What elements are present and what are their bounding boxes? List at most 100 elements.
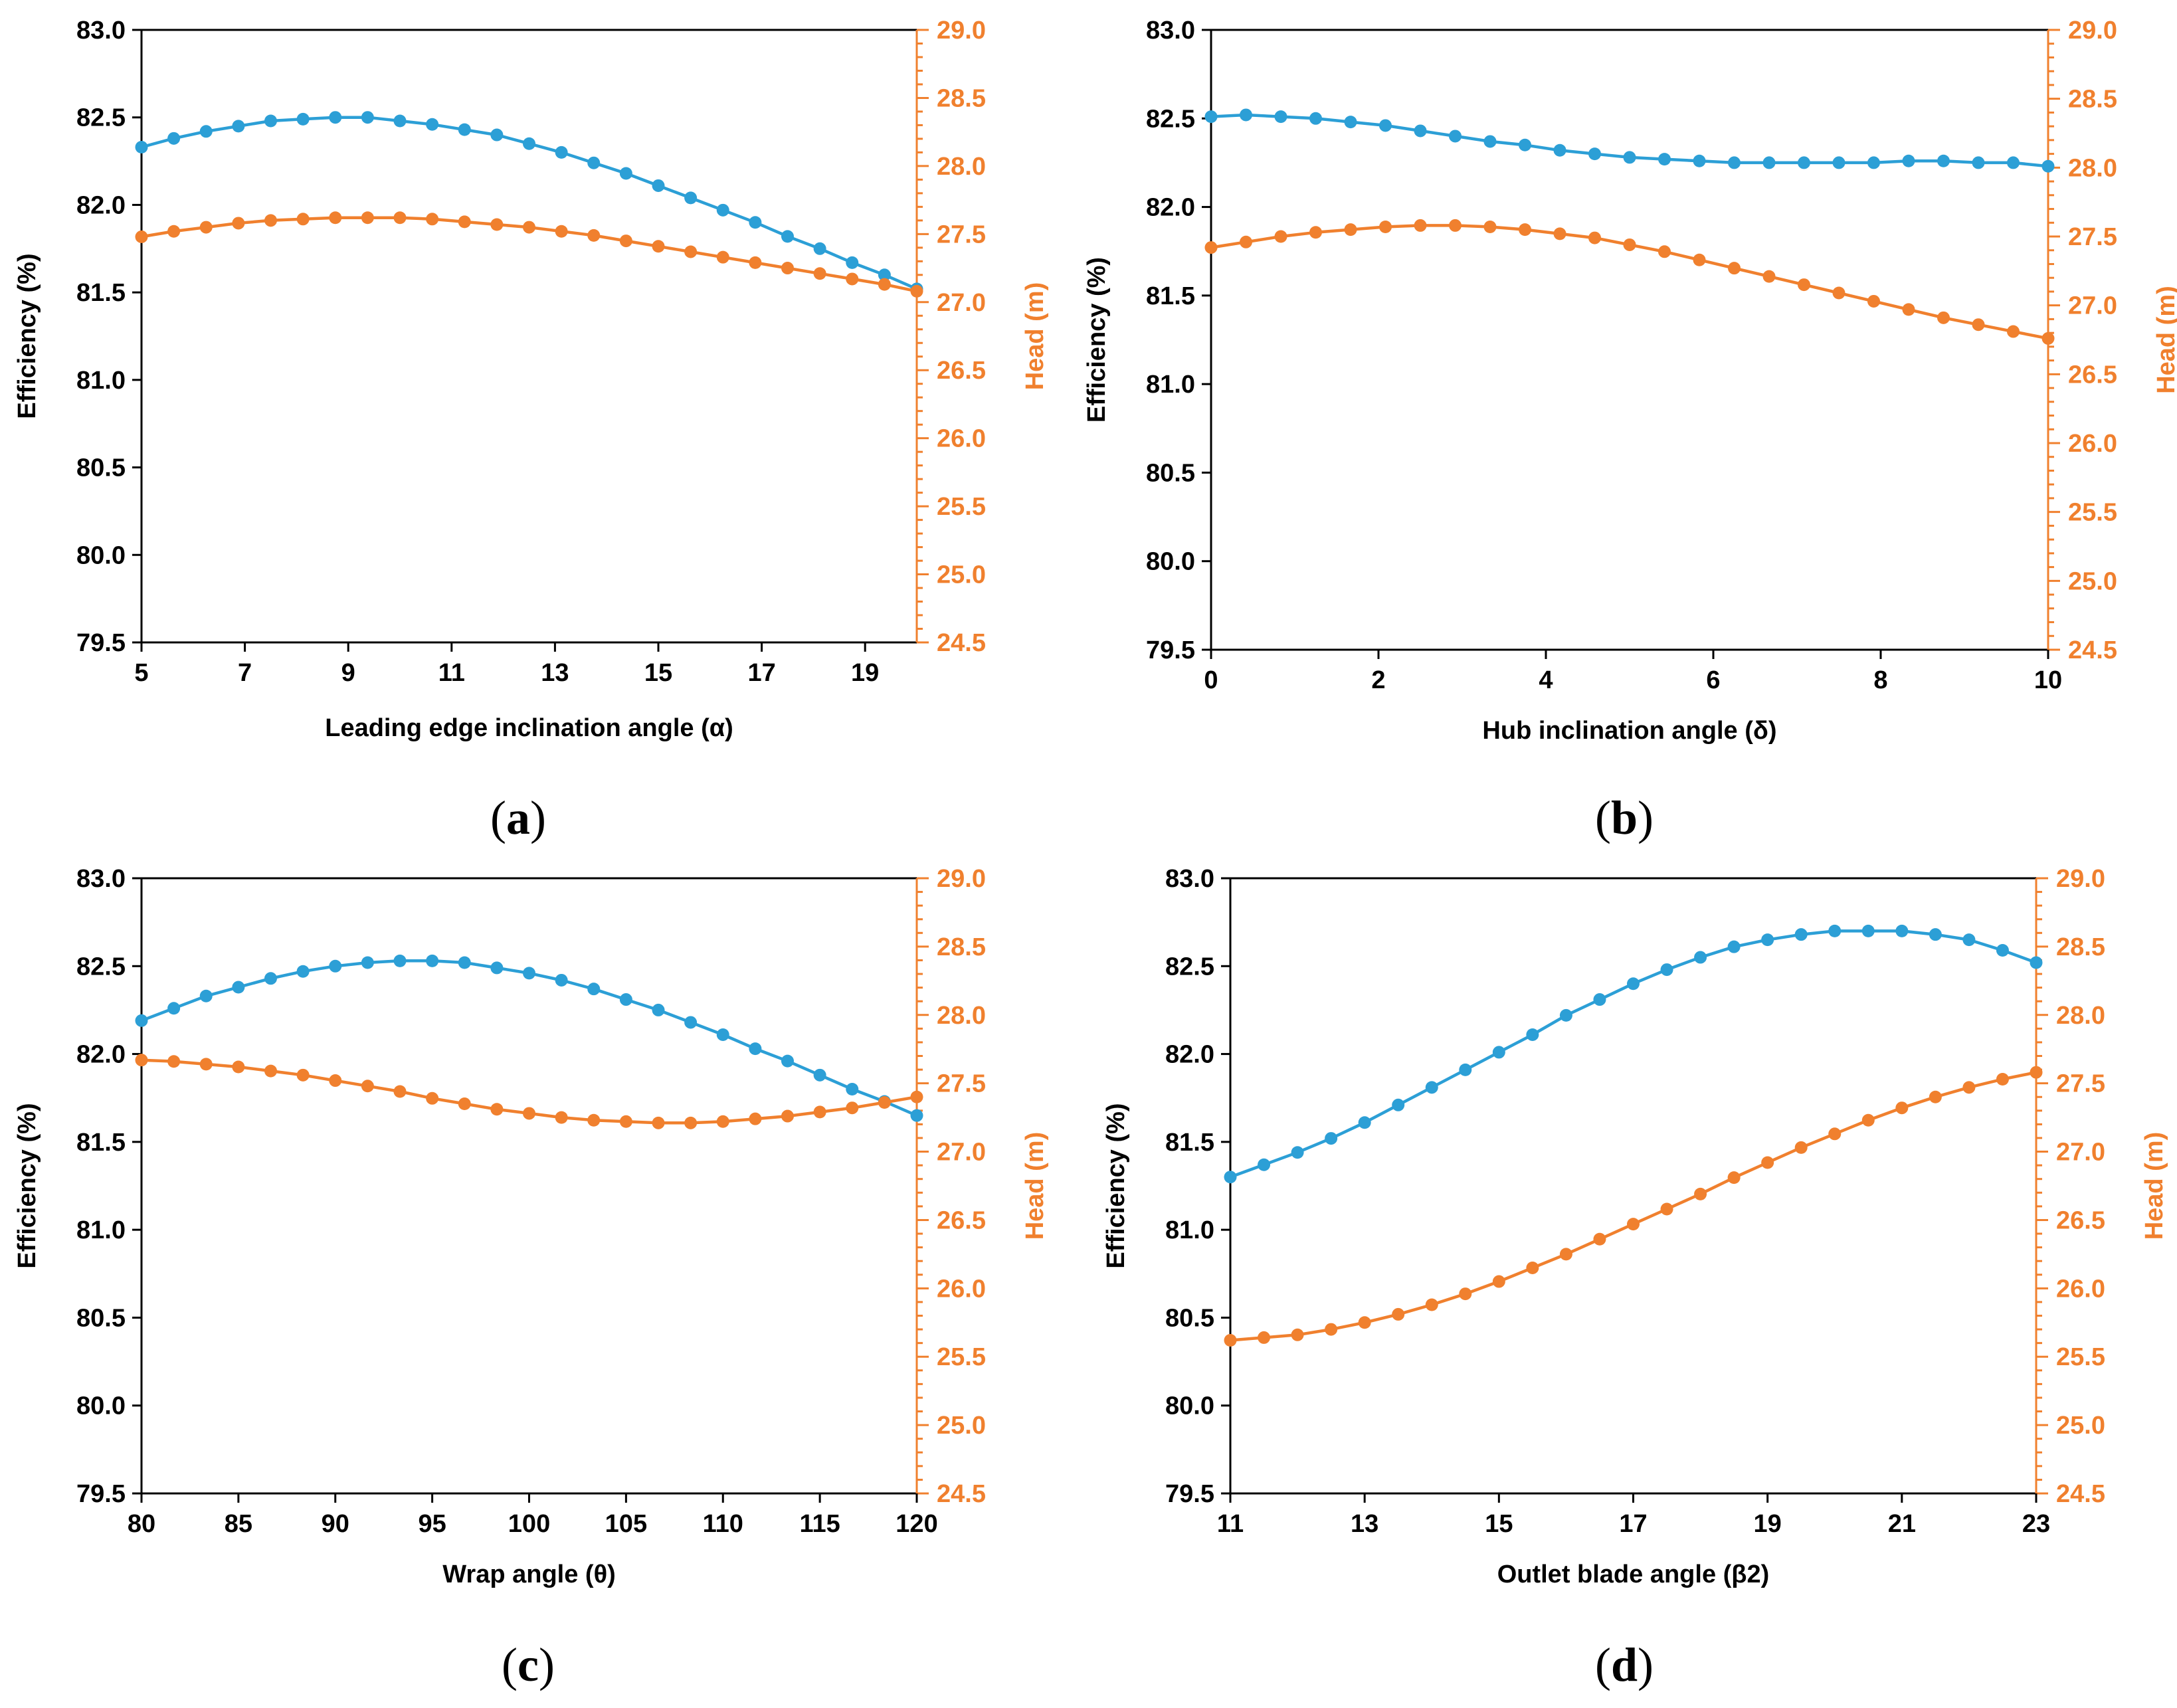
efficiency-data-point (1902, 154, 1915, 167)
x-tick-label: 17 (1619, 1510, 1647, 1538)
y-left-tick-label: 82.0 (1146, 194, 1195, 222)
y-right-tick-label: 27.0 (2056, 1139, 2105, 1167)
efficiency-data-point (716, 1028, 729, 1041)
head-data-point (716, 250, 729, 264)
y-left-tick-label: 82.0 (76, 191, 126, 219)
y-left-tick-label: 83.0 (76, 17, 126, 45)
head-data-point (781, 1109, 794, 1123)
head-data-point (1240, 235, 1253, 248)
y-right-tick-label: 24.5 (2056, 1480, 2105, 1508)
head-data-point (587, 1113, 601, 1127)
y-right-tick-label: 25.5 (937, 493, 986, 521)
y-right-axis-title: Head (m) (1021, 282, 1049, 391)
head-data-point (296, 213, 310, 226)
panel-label-open-paren: ( (502, 1638, 518, 1691)
head-data-point (1794, 1141, 1808, 1154)
efficiency-data-point (1762, 156, 1776, 169)
y-left-tick-label: 81.5 (76, 1129, 126, 1157)
panel-label-letter: b (1611, 791, 1638, 844)
efficiency-data-point (781, 1054, 794, 1068)
y-left-tick-label: 82.5 (76, 953, 126, 981)
y-right-tick-label: 28.0 (937, 153, 986, 181)
head-data-point (781, 262, 794, 275)
head-data-point (1623, 238, 1636, 251)
x-tick-label: 120 (896, 1510, 937, 1538)
efficiency-data-point (1204, 110, 1218, 124)
head-data-point (1761, 1156, 1774, 1169)
efficiency-data-point (1492, 1046, 1505, 1059)
efficiency-data-point (232, 981, 245, 994)
y-left-tick-label: 82.0 (1165, 1041, 1214, 1069)
head-data-point (1902, 303, 1915, 316)
head-data-point (1483, 220, 1497, 233)
x-tick-label: 105 (605, 1510, 647, 1538)
efficiency-data-point (167, 1002, 181, 1015)
x-tick-label: 2 (1371, 666, 1385, 694)
head-data-point (329, 211, 342, 225)
y-left-tick-label: 82.5 (1165, 953, 1214, 981)
efficiency-data-point (490, 961, 504, 975)
y-right-tick-label: 27.0 (937, 1139, 986, 1167)
efficiency-data-point (846, 256, 859, 269)
efficiency-data-point (523, 967, 535, 980)
panel-label-close-paren: ) (1638, 1638, 1654, 1691)
x-tick-label: 13 (541, 659, 569, 687)
y-right-tick-label: 28.5 (937, 84, 986, 112)
y-right-tick-label: 25.5 (937, 1343, 986, 1371)
panel-label: (c) (502, 1638, 555, 1691)
y-left-tick-label: 80.5 (76, 454, 126, 482)
x-tick-label: 85 (225, 1510, 252, 1538)
efficiency-data-point (329, 959, 342, 973)
head-data-point (199, 221, 213, 234)
efficiency-data-point (523, 137, 535, 150)
efficiency-series-line (141, 959, 917, 1117)
head-data-point (1937, 311, 1950, 324)
efficiency-data-point (1224, 1171, 1237, 1184)
y-right-tick-label: 26.0 (937, 1275, 986, 1303)
efficiency-data-point (1761, 933, 1774, 947)
y-left-tick-label: 79.5 (76, 1480, 126, 1508)
head-data-point (1526, 1261, 1539, 1274)
panel-label-open-paren: ( (1595, 791, 1611, 844)
efficiency-data-point (1378, 119, 1392, 132)
y-right-tick-label: 27.0 (2068, 292, 2117, 320)
x-axis-title: Leading edge inclination angle (α) (325, 714, 733, 742)
head-data-point (1972, 318, 1985, 332)
efficiency-data-point (1996, 943, 2009, 957)
head-series-line (1230, 1070, 2037, 1342)
head-data-point (232, 217, 245, 230)
y-right-tick-label: 25.0 (2056, 1412, 2105, 1440)
head-data-point (1658, 245, 1671, 258)
head-data-point (1358, 1316, 1371, 1329)
efficiency-data-point (2006, 156, 2020, 169)
y-left-tick-label: 83.0 (1165, 865, 1214, 893)
efficiency-data-point (1325, 1132, 1338, 1145)
head-data-point (490, 1103, 504, 1116)
x-tick-label: 17 (747, 659, 775, 687)
y-left-axis-title: Efficiency (%) (13, 253, 41, 419)
head-data-point (167, 1055, 181, 1068)
y-right-tick-label: 25.0 (937, 1412, 986, 1440)
head-data-point (1459, 1287, 1472, 1301)
x-tick-label: 21 (1888, 1510, 1916, 1538)
y-left-axis-title: Efficiency (%) (13, 1103, 41, 1268)
efficiency-data-point (426, 954, 439, 967)
head-data-point (135, 230, 148, 243)
efficiency-data-point (393, 954, 407, 967)
x-tick-label: 6 (1706, 666, 1720, 694)
efficiency-data-point (587, 156, 601, 169)
panel-label-open-paren: ( (490, 791, 506, 844)
efficiency-data-point (1258, 1158, 1271, 1171)
y-right-tick-label: 26.5 (2056, 1206, 2105, 1234)
head-data-point (458, 1097, 471, 1111)
efficiency-data-point (1425, 1081, 1438, 1094)
y-left-tick-label: 79.5 (1146, 636, 1195, 664)
efficiency-data-point (1962, 933, 1976, 947)
efficiency-data-point (1358, 1116, 1371, 1129)
efficiency-data-point (199, 125, 213, 138)
head-data-point (684, 1116, 698, 1129)
y-right-tick-label: 26.5 (937, 357, 986, 385)
head-data-point (1694, 1187, 1707, 1200)
head-data-point (813, 1105, 826, 1119)
efficiency-data-point (167, 132, 181, 145)
